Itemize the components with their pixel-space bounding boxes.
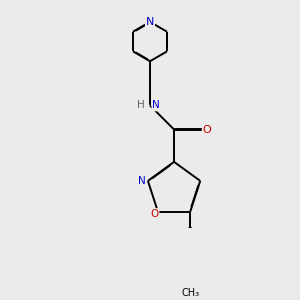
Text: CH₃: CH₃ bbox=[181, 288, 199, 298]
Text: N: N bbox=[146, 17, 154, 27]
Text: N: N bbox=[152, 100, 160, 110]
Text: N: N bbox=[138, 176, 146, 186]
Text: O: O bbox=[203, 124, 212, 134]
Text: O: O bbox=[150, 209, 159, 219]
Text: H: H bbox=[136, 100, 144, 110]
